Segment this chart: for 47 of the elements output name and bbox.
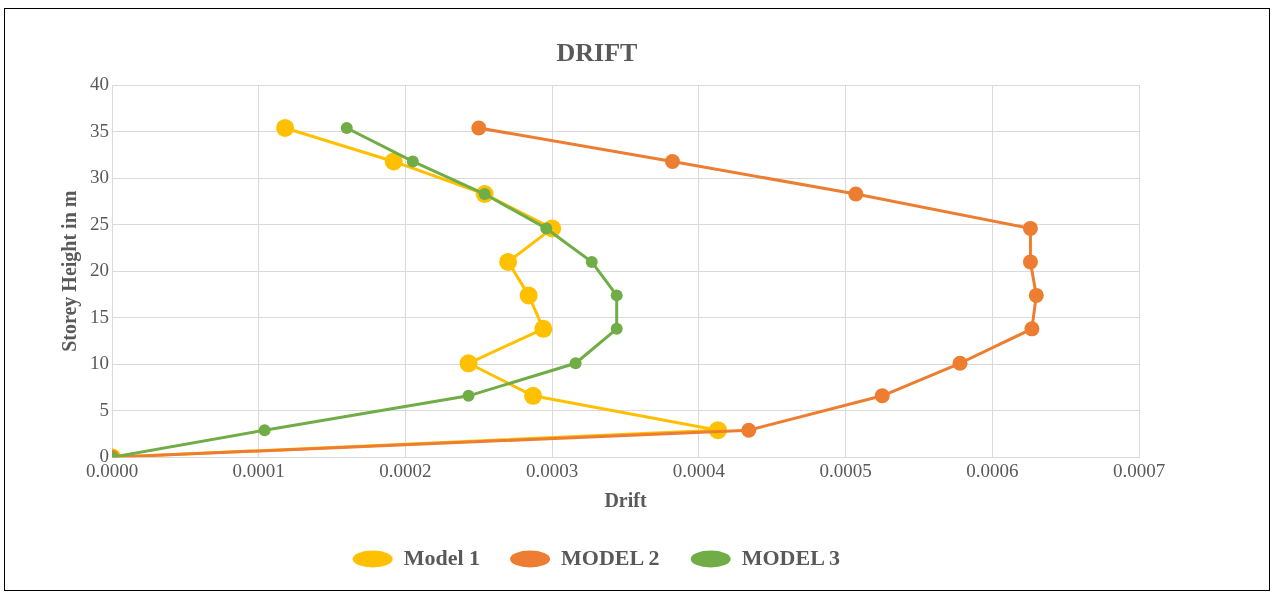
point bbox=[1022, 254, 1038, 270]
point bbox=[952, 355, 968, 371]
x-tick-label: 0.0003 bbox=[526, 459, 579, 481]
legend-label: Model 1 bbox=[403, 544, 481, 570]
y-tick-label: 10 bbox=[90, 352, 109, 374]
x-tick-label: 0.0007 bbox=[1112, 459, 1166, 481]
point bbox=[664, 153, 680, 169]
y-tick-label: 30 bbox=[90, 166, 109, 188]
point bbox=[1022, 220, 1038, 236]
point bbox=[276, 118, 295, 137]
point bbox=[848, 186, 864, 202]
y-tick-label: 35 bbox=[90, 119, 109, 141]
x-tick-label: 0.0005 bbox=[819, 459, 872, 481]
y-tick-label: 40 bbox=[90, 73, 109, 95]
point bbox=[459, 354, 478, 373]
point bbox=[499, 252, 518, 271]
x-tick-label: 0.0001 bbox=[232, 459, 285, 481]
y-tick-label: 25 bbox=[90, 212, 109, 234]
chart-title: DRIFT bbox=[556, 38, 638, 68]
legend-label: MODEL 2 bbox=[561, 544, 660, 570]
point bbox=[534, 319, 553, 338]
y-tick-label: 20 bbox=[90, 259, 109, 281]
point bbox=[384, 152, 403, 171]
point bbox=[258, 424, 271, 437]
point bbox=[519, 286, 538, 305]
point bbox=[585, 255, 598, 268]
point bbox=[406, 155, 419, 168]
y-tick-label: 15 bbox=[90, 305, 109, 327]
point bbox=[610, 289, 623, 302]
point bbox=[610, 322, 623, 335]
x-tick-label: 0.0004 bbox=[672, 459, 726, 481]
y-tick-label: 5 bbox=[99, 398, 109, 420]
point bbox=[340, 121, 353, 134]
x-axis-title: Drift bbox=[604, 489, 647, 512]
point bbox=[874, 388, 890, 404]
legend-label: MODEL 3 bbox=[741, 544, 841, 570]
point bbox=[540, 222, 553, 235]
y-axis-title: Storey Height in m bbox=[58, 190, 82, 352]
point bbox=[1024, 321, 1040, 337]
x-tick-label: 0.0002 bbox=[379, 459, 432, 481]
point bbox=[524, 386, 543, 405]
point bbox=[741, 422, 757, 438]
point bbox=[569, 357, 582, 370]
point bbox=[462, 389, 475, 402]
x-tick-label: 0.0006 bbox=[966, 459, 1019, 481]
point bbox=[471, 120, 487, 136]
point bbox=[1028, 287, 1044, 303]
